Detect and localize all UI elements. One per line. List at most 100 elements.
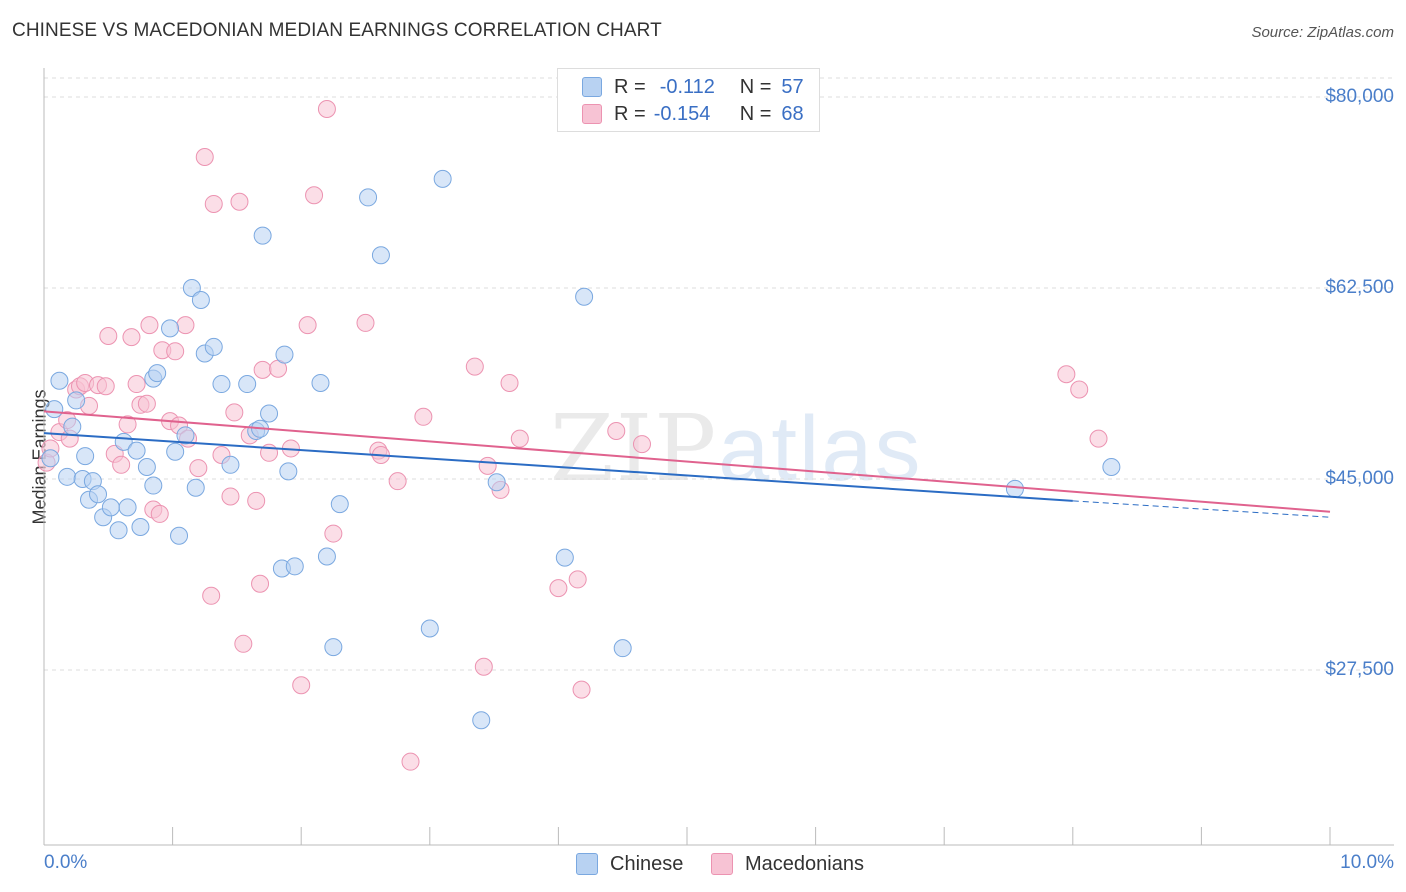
- chinese-point: [311, 373, 330, 392]
- chinese-point: [170, 526, 189, 545]
- macedonian-point: [122, 328, 141, 347]
- chinese-point: [63, 417, 82, 436]
- chinese-swatch: [582, 77, 602, 97]
- chinese-trend-extension: [1072, 500, 1331, 518]
- chinese-point: [371, 246, 390, 265]
- macedonian-point: [305, 186, 324, 205]
- chinese-point: [176, 426, 195, 445]
- macedonian-point: [225, 403, 244, 422]
- macedonian-point: [230, 192, 249, 211]
- macedonian-point: [140, 316, 159, 335]
- chinese-point: [221, 455, 240, 474]
- macedonian-point: [137, 394, 156, 413]
- macedonian-point: [202, 586, 221, 605]
- macedonian-point: [195, 148, 214, 167]
- macedonian-point: [356, 313, 375, 332]
- macedonian-point: [478, 456, 497, 475]
- chinese-point: [420, 619, 439, 638]
- n-value-macedonians: 68: [781, 102, 804, 125]
- chinese-point: [101, 498, 120, 517]
- chinese-point: [41, 449, 60, 468]
- y-tick-label: $45,000: [1325, 468, 1394, 489]
- chinese-point: [279, 462, 298, 481]
- correlation-legend: R = -0.112 N = 57 R = -0.154 N = 68: [557, 68, 820, 132]
- macedonian-point: [1070, 380, 1089, 399]
- chinese-point: [285, 557, 304, 576]
- chinese-point: [575, 287, 594, 306]
- chinese-point: [186, 478, 205, 497]
- n-label: N =: [739, 102, 772, 125]
- macedonian-point: [324, 524, 343, 543]
- macedonian-point: [607, 421, 626, 440]
- chinese-point: [191, 291, 210, 310]
- chinese-point: [67, 391, 86, 410]
- chinese-point: [555, 548, 574, 567]
- macedonian-point: [568, 570, 587, 589]
- chinese-point: [359, 188, 378, 207]
- chinese-point: [45, 400, 64, 419]
- chinese-point: [137, 457, 156, 476]
- macedonian-point: [1089, 429, 1108, 448]
- macedonian-point: [401, 752, 420, 771]
- chinese-point: [131, 518, 150, 537]
- chart-title: CHINESE VS MACEDONIAN MEDIAN EARNINGS CO…: [12, 20, 662, 41]
- chinese-point: [166, 442, 185, 461]
- macedonian-trend-line: [43, 410, 1331, 513]
- macedonian-point: [465, 357, 484, 376]
- bottom-legend-macedonians: Macedonians: [711, 852, 864, 876]
- chinese-trend-line: [43, 432, 1073, 502]
- chinese-legend-label: Chinese: [610, 852, 684, 875]
- macedonian-point: [112, 455, 131, 474]
- chinese-point: [127, 441, 146, 460]
- chinese-point: [330, 495, 349, 514]
- macedonian-point: [317, 100, 336, 119]
- macedonians-legend-label: Macedonians: [745, 852, 864, 875]
- chinese-point: [253, 226, 272, 245]
- chinese-point: [161, 319, 180, 338]
- chinese-swatch: [576, 853, 598, 875]
- bottom-legend-chinese: Chinese: [576, 852, 683, 876]
- chinese-point: [204, 337, 223, 356]
- chinese-point: [260, 404, 279, 423]
- y-tick-label: $27,500: [1325, 659, 1394, 680]
- macedonian-point: [127, 375, 146, 394]
- macedonian-point: [388, 472, 407, 491]
- macedonian-point: [166, 342, 185, 361]
- chinese-point: [324, 638, 343, 657]
- r-label: R =: [614, 102, 646, 125]
- chinese-point: [118, 498, 137, 517]
- chinese-point: [317, 547, 336, 566]
- macedonian-point: [572, 680, 591, 699]
- chinese-point: [433, 169, 452, 188]
- chinese-point: [50, 371, 69, 390]
- macedonian-point: [99, 327, 118, 346]
- macedonian-point: [549, 579, 568, 598]
- macedonian-point: [414, 407, 433, 426]
- r-value-macedonians: -0.154: [653, 102, 711, 125]
- n-value-chinese: 57: [781, 75, 804, 98]
- macedonian-point: [500, 373, 519, 392]
- macedonian-point: [234, 634, 253, 653]
- chinese-point: [275, 345, 294, 364]
- chinese-point: [76, 447, 95, 466]
- macedonian-point: [189, 459, 208, 478]
- chinese-point: [238, 375, 257, 394]
- chart-source: Source: ZipAtlas.com: [1251, 24, 1394, 41]
- chinese-point: [1005, 479, 1024, 498]
- macedonian-swatch: [711, 853, 733, 875]
- macedonian-point: [176, 316, 195, 335]
- chinese-point: [144, 476, 163, 495]
- chinese-point: [1102, 457, 1121, 476]
- macedonian-swatch: [582, 104, 602, 124]
- x-tick-label-max: 10.0%: [1340, 852, 1394, 873]
- chinese-point: [487, 473, 506, 492]
- r-value-chinese: -0.112: [659, 75, 715, 98]
- chinese-point: [148, 364, 167, 383]
- macedonian-point: [474, 657, 493, 676]
- macedonian-point: [118, 415, 137, 434]
- macedonian-point: [251, 574, 270, 593]
- y-tick-label: $62,500: [1325, 277, 1394, 298]
- chinese-point: [472, 711, 491, 730]
- macedonian-point: [510, 429, 529, 448]
